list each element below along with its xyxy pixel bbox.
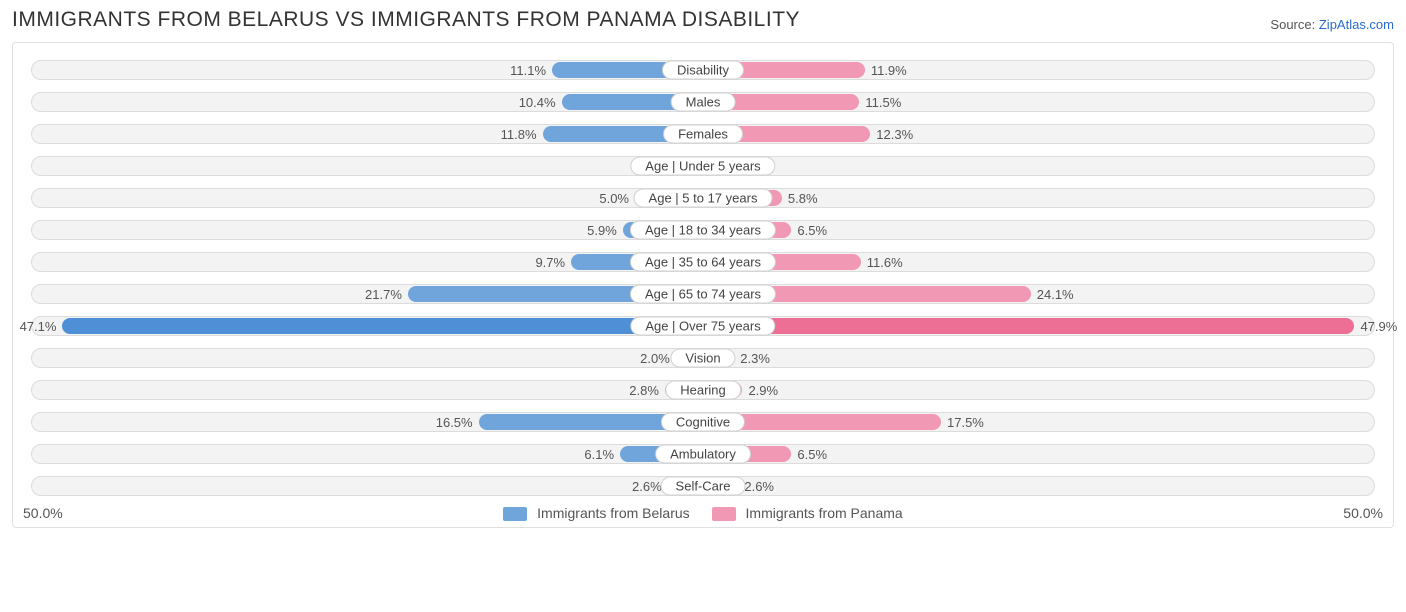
value-left: 11.1% — [472, 57, 552, 83]
legend-item-right: Immigrants from Panama — [712, 505, 903, 521]
value-right: 12.3% — [870, 121, 950, 147]
row-label: Age | 18 to 34 years — [630, 221, 776, 240]
chart-row: 2.0% 2.3%Vision — [23, 345, 1383, 371]
value-right: 11.9% — [865, 57, 945, 83]
chart-row: 2.8% 2.9%Hearing — [23, 377, 1383, 403]
chart-row: 1.0%1.2%Age | Under 5 years — [23, 153, 1383, 179]
value-left: 11.8% — [463, 121, 543, 147]
chart-row: 16.5% 17.5% Cognitive — [23, 409, 1383, 435]
row-label: Self-Care — [661, 477, 746, 496]
row-label: Males — [671, 93, 736, 112]
row-label: Age | Under 5 years — [630, 157, 775, 176]
chart-footer: 50.0% Immigrants from Belarus Immigrants… — [23, 505, 1383, 521]
value-left: 5.9% — [543, 217, 623, 243]
chart-source: Source: ZipAtlas.com — [1270, 17, 1394, 32]
row-label: Cognitive — [661, 413, 745, 432]
value-right: 11.6% — [861, 249, 941, 275]
value-right: 6.5% — [791, 217, 871, 243]
value-right: 2.3% — [734, 345, 814, 371]
chart-row: 9.7% 11.6% Age | 35 to 64 years — [23, 249, 1383, 275]
row-label: Hearing — [665, 381, 741, 400]
value-left: 21.7% — [328, 281, 408, 307]
chart-row: 5.0% 5.8% Age | 5 to 17 years — [23, 185, 1383, 211]
chart-row: 5.9% 6.5% Age | 18 to 34 years — [23, 217, 1383, 243]
source-link[interactable]: ZipAtlas.com — [1319, 17, 1394, 32]
chart-row: 11.1% 11.9% Disability — [23, 57, 1383, 83]
row-label: Vision — [670, 349, 735, 368]
row-label: Disability — [662, 61, 744, 80]
value-right: 2.6% — [738, 473, 818, 499]
bar-right — [703, 318, 1354, 334]
value-left: 47.1% — [0, 313, 62, 339]
chart-row: 21.7% 24.1% Age | 65 to 74 years — [23, 281, 1383, 307]
diverging-bar-chart: 11.1% 11.9% Disability 10.4% 11.5% Males 11.8%… — [12, 42, 1394, 528]
row-label: Age | 35 to 64 years — [630, 253, 776, 272]
legend-label-left: Immigrants from Belarus — [537, 505, 689, 521]
chart-header: IMMIGRANTS FROM BELARUS VS IMMIGRANTS FR… — [12, 8, 1394, 32]
value-left: 6.1% — [540, 441, 620, 467]
value-left: 2.8% — [585, 377, 665, 403]
value-left: 10.4% — [482, 89, 562, 115]
value-left: 2.6% — [588, 473, 668, 499]
legend-item-left: Immigrants from Belarus — [503, 505, 689, 521]
value-left: 5.0% — [555, 185, 635, 211]
chart-row: 47.1%47.9%Age | Over 75 years — [23, 313, 1383, 339]
value-right: 24.1% — [1031, 281, 1111, 307]
bar-left — [62, 318, 703, 334]
row-label: Ambulatory — [655, 445, 751, 464]
value-right: 17.5% — [941, 409, 1021, 435]
axis-right-max: 50.0% — [1343, 505, 1383, 521]
value-right: 11.5% — [859, 89, 939, 115]
legend-label-right: Immigrants from Panama — [746, 505, 903, 521]
row-label: Age | 5 to 17 years — [634, 189, 773, 208]
chart-legend: Immigrants from Belarus Immigrants from … — [503, 505, 902, 521]
value-left: 2.0% — [596, 345, 676, 371]
chart-row: 2.6% 2.6%Self-Care — [23, 473, 1383, 499]
source-label: Source: — [1270, 17, 1315, 32]
row-label: Females — [663, 125, 743, 144]
legend-swatch-left — [503, 507, 527, 521]
chart-row: 6.1% 6.5% Ambulatory — [23, 441, 1383, 467]
value-right: 47.9% — [1354, 313, 1406, 339]
value-left: 16.5% — [399, 409, 479, 435]
value-left: 9.7% — [491, 249, 571, 275]
value-right: 5.8% — [782, 185, 862, 211]
chart-row: 11.8% 12.3% Females — [23, 121, 1383, 147]
chart-row: 10.4% 11.5% Males — [23, 89, 1383, 115]
row-label: Age | Over 75 years — [630, 317, 775, 336]
value-right: 6.5% — [791, 441, 871, 467]
chart-title: IMMIGRANTS FROM BELARUS VS IMMIGRANTS FR… — [12, 8, 800, 32]
legend-swatch-right — [712, 507, 736, 521]
axis-left-max: 50.0% — [23, 505, 63, 521]
value-right: 2.9% — [742, 377, 822, 403]
chart-rows: 11.1% 11.9% Disability 10.4% 11.5% Males 11.8%… — [23, 57, 1383, 499]
row-label: Age | 65 to 74 years — [630, 285, 776, 304]
